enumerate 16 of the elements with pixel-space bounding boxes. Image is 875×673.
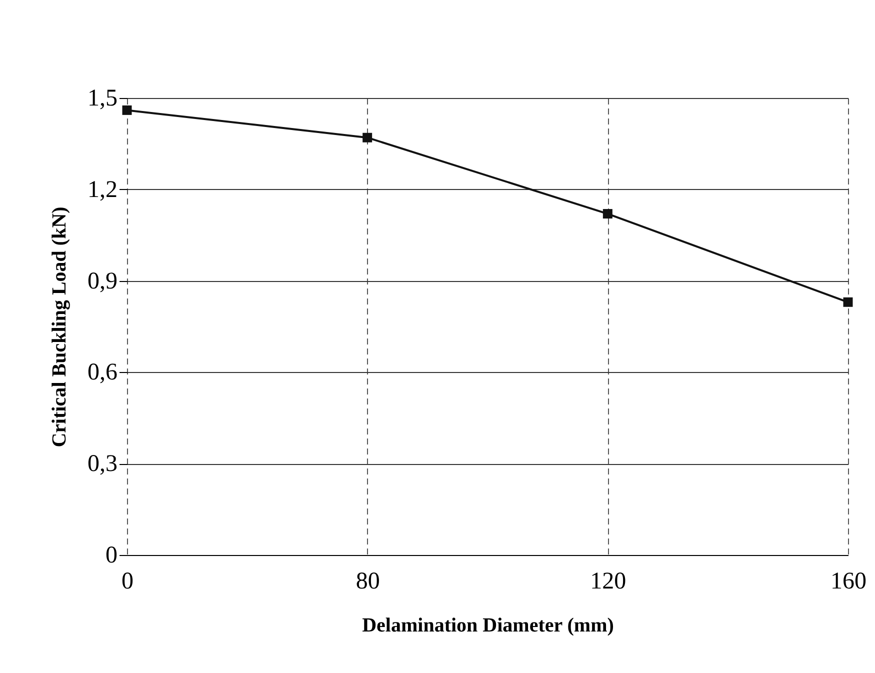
y-tick-label: 0,6	[88, 360, 118, 386]
y-tick-label: 0,3	[88, 451, 118, 478]
point	[362, 132, 372, 142]
point	[602, 209, 612, 219]
x-tick-label: 160	[830, 568, 866, 594]
x-axis-title: Delamination Diameter (mm)	[362, 614, 614, 636]
point	[122, 105, 132, 115]
x-tick-label: 0	[122, 568, 134, 594]
y-tick-label: 0,9	[88, 268, 118, 294]
x-tick-label: 120	[590, 568, 626, 594]
x-tick-label: 80	[356, 568, 380, 594]
y-axis-title: Critical Buckling Load (kN)	[48, 206, 70, 448]
y-tick-label: 0	[106, 542, 118, 568]
y-tick-label: 1,5	[88, 86, 118, 112]
point	[843, 297, 853, 307]
y-tick-label: 1,2	[88, 176, 118, 203]
